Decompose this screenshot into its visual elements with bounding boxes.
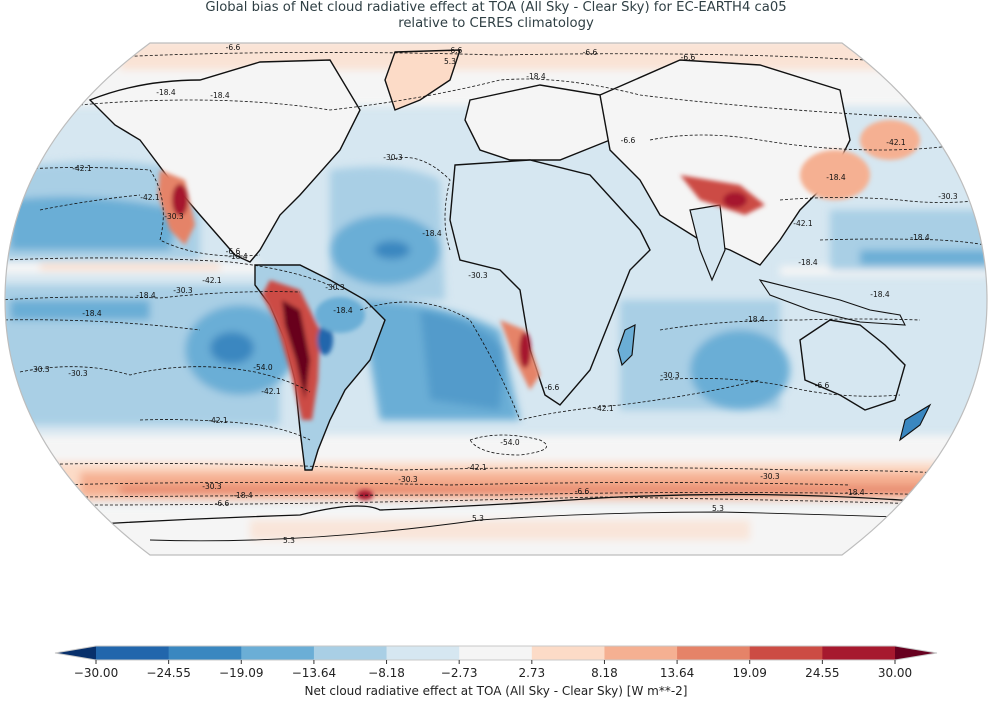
contour-label: -18.4 [845,488,865,497]
colorbar-tick-label: −30.00 [73,666,119,680]
colorbar-tick-label: 30.00 [877,666,913,680]
contour-label: -42.1 [72,164,92,173]
contour-label: -6.6 [215,499,230,508]
contour-label: -18.4 [210,91,230,100]
colorbar-segment [604,646,678,660]
contour-label: -30.3 [325,283,345,292]
chart-title: Global bias of Net cloud radiative effec… [0,0,992,32]
contour-label: -18.4 [156,88,176,97]
colorbar-tick-label: −13.64 [291,666,337,680]
colorbar-segment [168,646,242,660]
contour-label: -42.1 [467,463,487,472]
colorbar-tick-label: 13.64 [659,666,695,680]
contour-label: -30.3 [660,371,680,380]
contour-label: -30.3 [202,482,222,491]
colorbar-label: Net cloud radiative effect at TOA (All S… [304,684,688,698]
contour-label: -30.3 [760,472,780,481]
contour-label: -42.1 [208,416,228,425]
contour-label: -18.4 [798,258,818,267]
contour-label: -30.3 [68,369,88,378]
contour-label: -18.4 [233,491,253,500]
colorbar-tick-label: −8.18 [368,666,405,680]
contour-label: -42.1 [594,404,614,413]
contour-label: -18.4 [826,173,846,182]
contour-label: 5.3 [712,504,724,513]
colorbar-extend-under [55,646,96,660]
contour-label: -6.6 [621,136,636,145]
contour-label: -6.6 [681,53,696,62]
contour-label: -30.3 [164,212,184,221]
contour-label: -42.1 [140,193,160,202]
contour-label: -54.0 [253,363,273,372]
colorbar-bar [54,645,938,664]
contour-label: -42.1 [793,219,813,228]
contour-label: -18.4 [745,315,765,324]
contour-label: -18.4 [422,229,442,238]
contour-label: 5.3 [283,536,295,545]
map-field: -6.6 -6.6 -6.6-6.65.3-18.4-18.4-18.4-42.1-… [5,43,987,555]
colorbar-segment [313,646,388,660]
map-outline [4,42,988,556]
contour-label: -6.6 [545,383,560,392]
contour-label: -42.1 [202,276,222,285]
contour-label: -42.1 [886,138,906,147]
colorbar-segment [677,646,751,660]
colorbar-segment [459,646,533,660]
contour-label: -30.3 [468,271,488,280]
contour-label: -42.1 [261,387,281,396]
colorbar-tick-label: 8.18 [591,666,618,680]
colorbar-tick-label: −24.55 [146,666,191,680]
chart-title-line2: relative to CERES climatology [398,16,594,31]
contour-label: -54.0 [500,438,520,447]
contour-label: -30.3 [938,192,958,201]
contour-label: -6.6 [815,381,830,390]
colorbar-segment [241,646,315,660]
contour-label: -18.4 [136,291,156,300]
contour-label: -6.6 [583,48,598,57]
contour-label: -30.3 [30,365,50,374]
bias-hotspots [158,120,920,500]
colorbar-segment [531,646,605,660]
contour-lines [5,52,986,506]
contour-labels: -6.6 -6.6 -6.6-6.65.3-18.4-18.4-18.4-42.1-… [30,43,958,545]
colorbar: −30.00 −24.55 −19.09 −13.64 −8.18 −2.73 2.73 8.… [0,640,992,702]
colorbar-tick-label: −2.73 [440,666,478,680]
contour-label: 5.3 [472,514,484,523]
colorbar-extend-over [895,646,937,660]
contour-label: -6.6 [575,487,590,496]
colorbar-tick-label: −19.09 [219,666,264,680]
colorbar-segment [96,646,170,660]
colorbar-segment [386,646,460,660]
colorbar-tick-label: 19.09 [732,666,767,680]
contour-label: -18.4 [526,72,546,81]
contour-lines-positive [149,511,981,542]
global-bias-map: -6.6 -6.6 -6.6-6.65.3-18.4-18.4-18.4-42.1-… [4,42,988,556]
contour-label: -6.6 [226,43,241,52]
contour-label: 5.3 [444,57,456,66]
contour-label: -18.4 [910,233,930,242]
contour-label: -18.4 [333,306,353,315]
colorbar-segment [822,646,896,660]
contour-label: -18.4 [870,290,890,299]
contour-label: -18.4 [82,309,102,318]
contour-label: -30.3 [383,153,403,162]
contour-label: -30.3 [398,475,418,484]
contour-label: -18.4 [228,252,248,261]
colorbar-tick-label: 24.55 [805,666,840,680]
contour-label: -6.6 [226,247,241,256]
colorbar-segment [749,646,823,660]
chart-title-line1: Global bias of Net cloud radiative effec… [205,0,787,15]
contour-label: -30.3 [173,286,193,295]
contour-label: -6.6 [448,46,463,55]
colorbar-tick-label: 2.73 [518,666,546,680]
